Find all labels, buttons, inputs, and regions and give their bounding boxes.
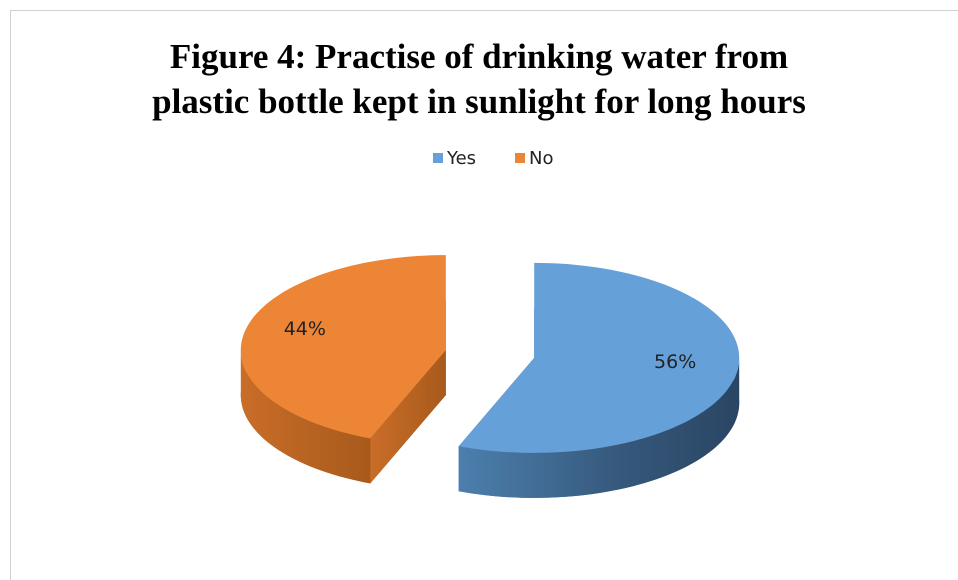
chart-border xyxy=(10,10,958,580)
data-label: 44% xyxy=(284,318,326,340)
slice-side xyxy=(240,350,371,484)
data-label: 56% xyxy=(654,351,696,373)
slice xyxy=(458,262,740,453)
slice-side xyxy=(458,357,740,498)
slice xyxy=(240,255,446,439)
legend-swatch xyxy=(515,153,525,163)
chart-title: Figure 4: Practise of drinking water fro… xyxy=(152,37,806,121)
legend-label: Yes xyxy=(446,148,476,169)
legend-label: No xyxy=(529,148,553,169)
legend-swatch xyxy=(433,153,443,163)
slice-wall xyxy=(370,350,446,484)
